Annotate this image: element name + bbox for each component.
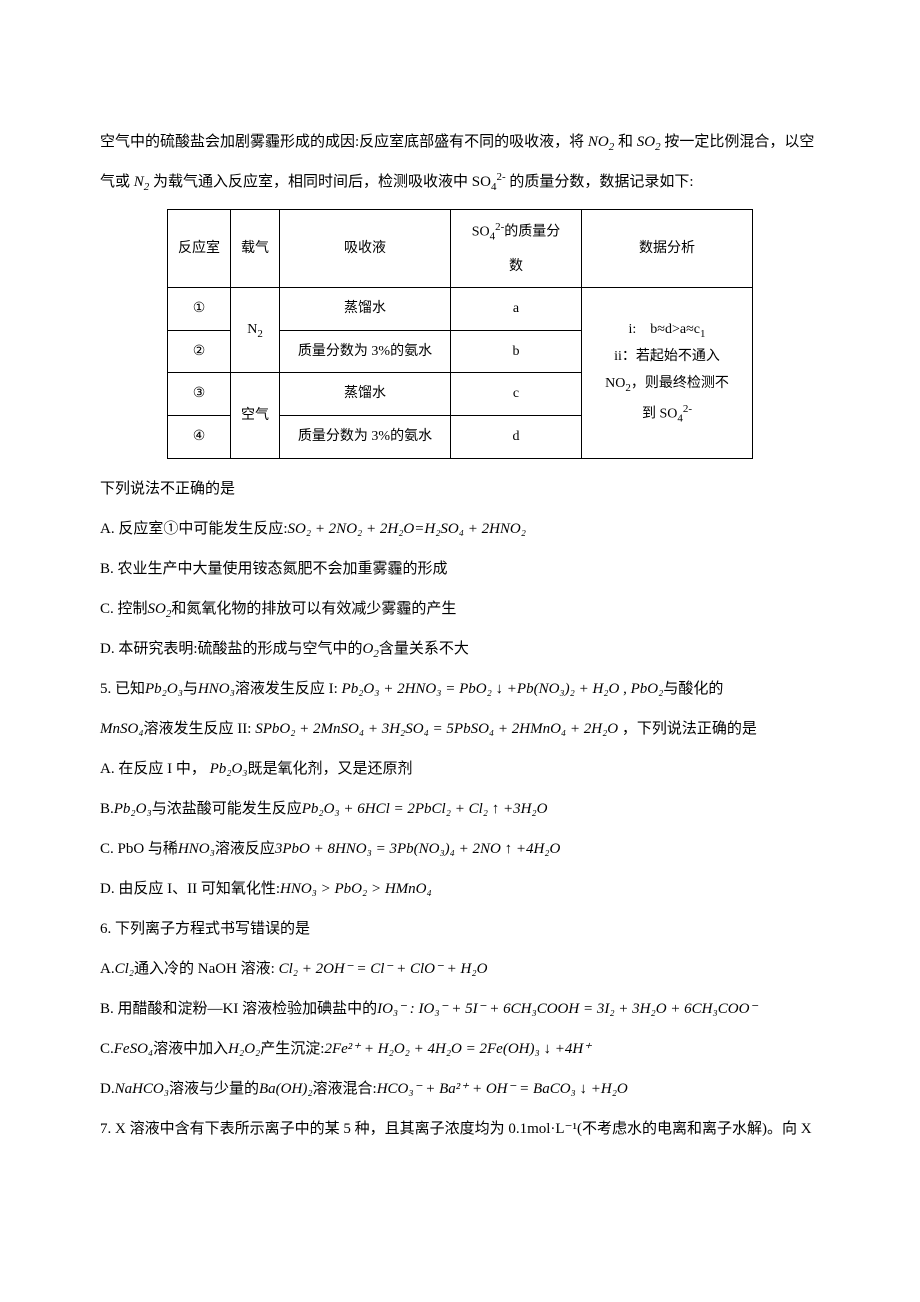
q6-option-d: D.NaHCO₃溶液与少量的Ba(OH)₂溶液混合:HCO₃⁻ + Ba²⁺ +… (100, 1071, 820, 1107)
text: 按一定比例混合，以空 (664, 134, 814, 150)
table-row: ① N2 蒸馏水 a i: b≈d>a≈c1 ii：若起始不通入 NO2，则最终… (168, 288, 753, 331)
q6-option-c: C.FeSO₄溶液中加入H₂O₂产生沉淀:2Fe²⁺ + H₂O₂ + 4H₂O… (100, 1031, 820, 1067)
cell: ② (168, 330, 231, 373)
q4-option-b: B. 农业生产中大量使用铵态氮肥不会加重雾霾的形成 (100, 551, 820, 587)
q4-option-a: A. 反应室①中可能发生反应:SO₂ + 2NO₂ + 2H₂O=H₂SO₄ +… (100, 511, 820, 547)
cell: 质量分数为 3%的氨水 (280, 416, 451, 459)
q4-option-d: D. 本研究表明:硫酸盐的形成与空气中的O2含量关系不大 (100, 631, 820, 667)
cell: ① (168, 288, 231, 331)
q6-stem: 6. 下列离子方程式书写错误的是 (100, 911, 820, 947)
q5-option-d: D. 由反应 I、II 可知氧化性:HNO₃ > PbO₂ > HMnO₄ (100, 871, 820, 907)
text: 空气中的硫酸盐会加剧雾霾形成的成因:反应室底部盛有不同的吸收液，将 (100, 134, 584, 150)
table-header-row: 反应室 载气 吸收液 SO42-的质量分数 数据分析 (168, 209, 753, 287)
th-frac: SO42-的质量分数 (451, 209, 582, 287)
cell: b (451, 330, 582, 373)
q6-option-b: B. 用醋酸和淀粉—KI 溶液检验加碘盐中的IO₃⁻ : IO₃⁻ + 5I⁻ … (100, 991, 820, 1027)
q4-option-c: C. 控制SO2和氮氧化物的排放可以有效减少雾霾的产生 (100, 591, 820, 627)
q5-stem: 5. 已知Pb₂O₃与HNO₃溶液发生反应 I: Pb₂O₃ + 2HNO₃ =… (100, 671, 820, 707)
q5-option-c: C. PbO 与稀HNO₃溶液反应3PbO + 8HNO₃ = 3Pb(NO₃)… (100, 831, 820, 867)
q7-stem: 7. X 溶液中含有下表所示离子中的某 5 种，且其离子浓度均为 0.1mol·… (100, 1111, 820, 1147)
th-analysis: 数据分析 (582, 209, 753, 287)
cell: 质量分数为 3%的氨水 (280, 330, 451, 373)
intro-line-1: 空气中的硫酸盐会加剧雾霾形成的成因:反应室底部盛有不同的吸收液，将 NO2 和 … (100, 124, 820, 160)
th-room: 反应室 (168, 209, 231, 287)
formula-no2: NO2 (588, 134, 614, 150)
cell: 蒸馏水 (280, 373, 451, 416)
text: 为载气通入反应室，相同时间后，检测吸收液中 SO (153, 174, 491, 190)
cell: a (451, 288, 582, 331)
cell-gas: N2 (231, 288, 280, 373)
cell: ④ (168, 416, 231, 459)
sup: 2- (496, 171, 505, 183)
th-gas: 载气 (231, 209, 280, 287)
experiment-table: 反应室 载气 吸收液 SO42-的质量分数 数据分析 ① N2 蒸馏水 a i:… (167, 209, 753, 459)
cell: d (451, 416, 582, 459)
cell: 蒸馏水 (280, 288, 451, 331)
text: 和 (618, 134, 633, 150)
cell-analysis: i: b≈d>a≈c1 ii：若起始不通入 NO2，则最终检测不 到 SO42- (582, 288, 753, 458)
formula-n2: N2 (134, 174, 150, 190)
q5-stem-2: MnSO₄溶液发生反应 II: SPbO₂ + 2MnSO₄ + 3H₂SO₄ … (100, 711, 820, 747)
q4-stem: 下列说法不正确的是 (100, 471, 820, 507)
formula-so2: SO2 (637, 134, 661, 150)
q5-option-a: A. 在反应 I 中， Pb₂O₃既是氧化剂，又是还原剂 (100, 751, 820, 787)
q6-option-a: A.Cl₂通入冷的 NaOH 溶液: Cl₂ + 2OH⁻ = Cl⁻ + Cl… (100, 951, 820, 987)
text: 的质量分数，数据记录如下: (509, 174, 693, 190)
q5-option-b: B.Pb₂O₃与浓盐酸可能发生反应Pb₂O₃ + 6HCl = 2PbCl₂ +… (100, 791, 820, 827)
intro-line-2: 气或 N2 为载气通入反应室，相同时间后，检测吸收液中 SO42- 的质量分数，… (100, 164, 820, 200)
cell: c (451, 373, 582, 416)
cell: ③ (168, 373, 231, 416)
cell-gas: 空气 (231, 373, 280, 458)
th-absorb: 吸收液 (280, 209, 451, 287)
text: 气或 (100, 174, 130, 190)
